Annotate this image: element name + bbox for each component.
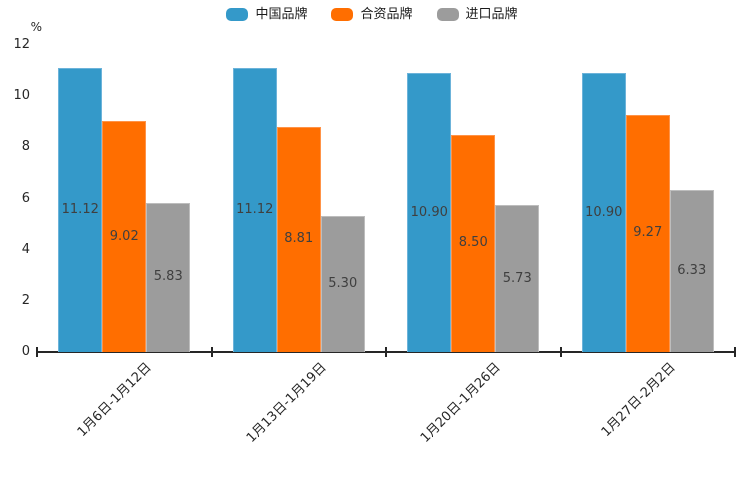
bar-进口品牌-1: [320, 216, 365, 352]
bar-中国品牌-1: [232, 67, 277, 352]
bar-value-label: 10.90: [410, 204, 448, 220]
y-tick-label: 0: [21, 344, 30, 359]
x-axis-tick: [559, 347, 562, 357]
y-tick-label: 4: [21, 241, 30, 257]
x-axis-tick: [385, 347, 387, 357]
y-tick-label: 2: [21, 292, 30, 308]
bar-value-label: 11.12: [61, 201, 99, 217]
bar-value-label: 11.12: [236, 201, 274, 217]
bar-进口品牌-0: [146, 202, 191, 352]
legend-label: 进口品牌: [465, 7, 518, 22]
legend-label: 合资品牌: [360, 7, 413, 22]
bar-value-label: 5.30: [328, 276, 358, 292]
y-tick-label: 6: [21, 190, 30, 206]
bar-进口品牌-2: [495, 205, 540, 352]
x-axis-tick: [210, 347, 213, 357]
legend-label: 中国品牌: [255, 7, 308, 22]
y-tick-label: 10: [13, 88, 30, 104]
bar-中国品牌-3: [581, 73, 626, 352]
legend-item-2: 进口品牌: [436, 7, 518, 22]
legend-item-0: 中国品牌: [226, 8, 307, 21]
x-category-label-3: 1月27日-2月2日: [598, 360, 679, 440]
y-tick-label: 8: [21, 139, 30, 155]
bar-value-label: 8.81: [284, 231, 314, 247]
bar-value-label: 9.27: [633, 225, 663, 241]
bar-value-label: 10.90: [585, 204, 623, 220]
x-axis-tick: [36, 347, 38, 357]
x-category-label-0: 1月6日-1月12日: [74, 360, 155, 440]
bar-合资品牌-1: [276, 126, 321, 352]
x-category-label-1: 1月13日-1月19日: [243, 360, 330, 446]
bar-value-label: 5.83: [153, 269, 183, 285]
legend-swatch-icon: [226, 8, 249, 21]
bar-中国品牌-0: [58, 67, 103, 352]
legend-swatch-icon: [331, 8, 354, 21]
bar-value-label: 5.73: [502, 270, 532, 286]
legend-swatch-icon: [436, 8, 459, 21]
bar-合资品牌-0: [102, 121, 147, 352]
legend-item-1: 合资品牌: [331, 7, 413, 22]
x-category-label-2: 1月20日-1月26日: [418, 360, 504, 446]
bar-value-label: 8.50: [458, 235, 488, 251]
bar-value-label: 9.02: [109, 228, 139, 244]
y-axis-unit-label: %: [30, 20, 42, 34]
x-axis-tick: [734, 347, 736, 357]
bar-合资品牌-3: [625, 114, 670, 352]
legend: 中国品牌 合资品牌 进口品牌: [0, 8, 744, 21]
bar-value-label: 6.33: [677, 263, 707, 279]
bar-合资品牌-2: [451, 134, 496, 352]
bar-中国品牌-2: [407, 73, 452, 352]
y-tick-label: 12: [13, 37, 30, 52]
plot-area: 11.12 9.02 5.83 11.12 8.81 5.30 10.90 8.50 5.73 1…: [36, 45, 736, 357]
bar-进口品牌-3: [669, 190, 714, 352]
